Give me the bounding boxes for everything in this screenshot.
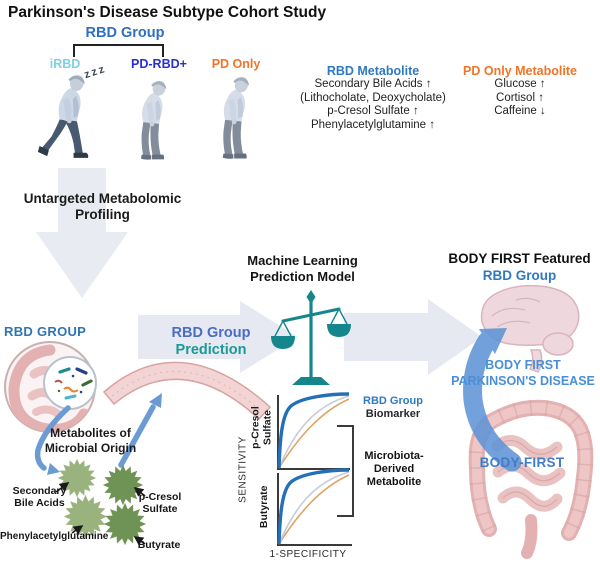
subtype-label-irbd: iRBD [49,57,81,71]
metabolite-item: Secondary Bile Acids ↑ [314,78,432,90]
pd-only-metabolite-heading: PD Only Metabolite [463,64,577,78]
bacteria-icons [54,367,93,400]
microbial-origin-caption: Metabolites of Microbial Origin [44,426,137,455]
metabolite-item: p-Cresol Sulfate ↑ [327,105,419,117]
figure-title: Parkinson's Disease Subtype Cohort Study [8,4,327,21]
gut-lining-arc [102,361,272,421]
gut-to-metabolites-arrow [34,405,71,475]
subtype-label-pd-rbd: PD-RBD+ [131,57,187,71]
metabolite-item: Cortisol ↑ [496,91,544,104]
metabolite-bracket [337,425,354,517]
rbd-metabolite-panel: RBD Metabolite Secondary Bile Acids ↑ (L… [298,64,448,132]
gut-to-brain-arrow [463,328,522,472]
pd-only-metabolite-panel: PD Only Metabolite Glucose ↑ Cortisol ↑ … [455,64,585,119]
cohort-figures [37,73,251,160]
metabolite-starbursts [55,458,147,546]
roc-plots [277,392,354,546]
prediction-line1: RBD Group [171,325,251,341]
down-flow-arrow [36,168,128,298]
roc-legend-line2: Biomarker [365,407,421,420]
ml-model-title: Machine Learning Prediction Model [247,253,358,284]
roc-legend-line1: RBD Group [363,395,423,407]
roc-legend: RBD Group Biomarker [362,395,424,420]
prediction-flow-arrow [138,301,298,373]
microbiota-metabolite-bracket-label: Microbiota-Derived Metabolite [364,450,424,489]
body-first-gut-label: BODY-FIRST [479,455,565,470]
phenylacetylglutamine-label: Phenylacetylglutamine [0,531,109,542]
butyrate-label: Butyrate [137,539,181,551]
metabolite-item: Caffeine ↓ [494,105,546,117]
irbd-person-figure [37,73,89,158]
gut-microbiome-illustration [4,341,97,433]
prediction-line2: Prediction [175,342,247,359]
model-to-outcome-flow-arrow [344,299,482,375]
roc-y-axis-label: SENSITIVITY [237,436,249,503]
pd-only-person-figure [222,75,251,159]
subtype-label-pd-only: PD Only [211,57,261,71]
secondary-bile-acids-label: Secondary Bile Acids [12,485,67,509]
metabolite-item: (Lithocholate, Deoxycholate) [300,91,446,104]
body-first-pathway-label: BODY FIRST PARKINSON'S DISEASE [451,358,595,389]
body-first-title-line2: RBD Group [482,268,557,283]
roc-plot2-label: Butyrate [258,485,271,529]
prediction-arrow-label: RBD Group Prediction [166,325,256,360]
roc-plot1-label: p-Cresol Sulfate [249,406,273,449]
rbd-group-heading: RBD GROUP [4,324,87,339]
rbd-group-bracket [73,44,164,57]
p-cresol-sulfate-label: p-Cresol Sulfate [138,491,182,515]
metabolite-item: Phenylacetylglutamine ↑ [310,118,435,131]
metabolites-to-gut-lining-arrow [118,393,162,468]
metabolite-item: Glucose ↑ [494,78,546,90]
roc-x-axis-label: 1-SPECIFICITY [269,549,347,560]
balance-scale-icon [271,290,351,385]
body-first-title-line1: BODY FIRST Featured [448,251,591,266]
rbd-metabolite-heading: RBD Metabolite [326,64,420,78]
profiling-step-label: Untargeted Metabolomic Profiling [23,191,182,222]
pd-rbd-person-figure [140,79,168,160]
rbd-group-label: RBD Group [85,25,165,41]
